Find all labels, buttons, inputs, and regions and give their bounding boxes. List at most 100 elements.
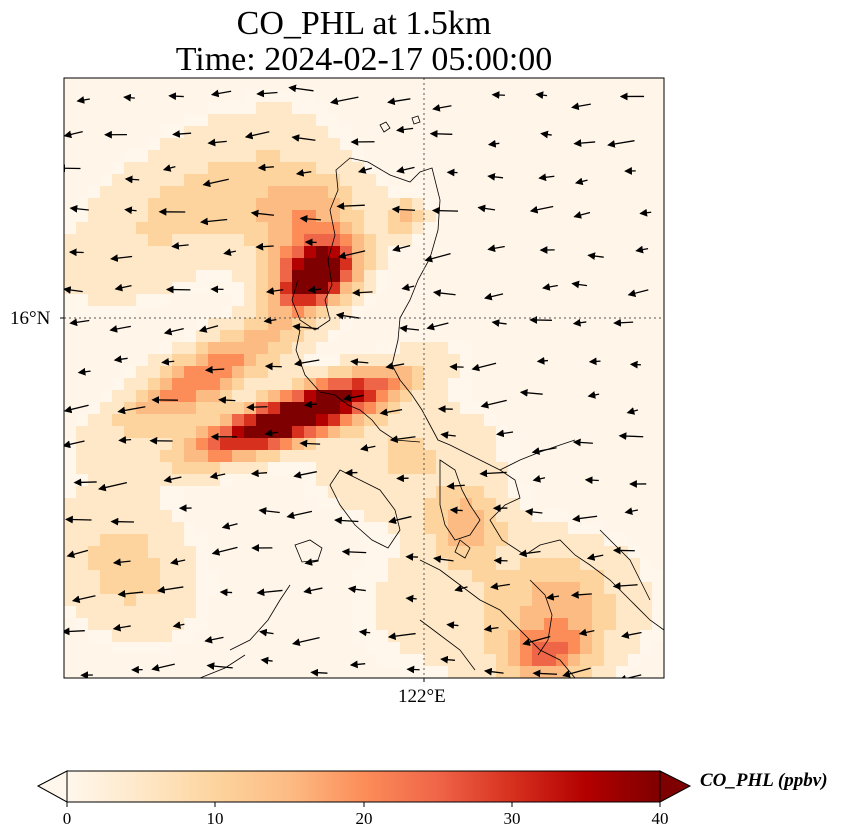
wind-arrow: [256, 588, 283, 597]
wind-arrow: [304, 558, 319, 566]
concentration-cell: [64, 582, 76, 594]
concentration-cell: [124, 510, 136, 522]
wind-arrow: [64, 130, 83, 139]
concentration-cell: [592, 570, 604, 582]
concentration-cell: [532, 666, 544, 678]
concentration-cell: [388, 618, 400, 630]
concentration-cell: [448, 534, 460, 546]
concentration-cell: [412, 654, 424, 666]
concentration-cell: [580, 606, 592, 618]
concentration-cell: [280, 186, 292, 198]
concentration-cell: [64, 258, 76, 270]
concentration-cell: [244, 318, 256, 330]
concentration-cell: [472, 414, 484, 426]
concentration-cell: [340, 210, 352, 222]
concentration-cell: [376, 414, 388, 426]
concentration-cell: [328, 258, 340, 270]
concentration-cell: [256, 90, 268, 102]
concentration-cell: [448, 366, 460, 378]
concentration-cell: [184, 414, 196, 426]
concentration-cell: [112, 306, 124, 318]
concentration-cell: [460, 618, 472, 630]
wind-arrow: [210, 89, 232, 98]
concentration-cell: [184, 594, 196, 606]
concentration-cell: [496, 618, 508, 630]
concentration-cell: [256, 402, 268, 414]
concentration-cell: [328, 318, 340, 330]
concentration-cell: [364, 510, 376, 522]
concentration-cell: [436, 510, 448, 522]
concentration-cell: [364, 282, 376, 294]
concentration-cell: [208, 174, 220, 186]
concentration-cell: [304, 318, 316, 330]
concentration-cell: [124, 594, 136, 606]
concentration-cell: [280, 222, 292, 234]
concentration-cell: [112, 162, 124, 174]
concentration-cell: [568, 534, 580, 546]
concentration-cell: [124, 162, 136, 174]
concentration-cell: [100, 222, 112, 234]
wind-arrow: [477, 204, 496, 213]
concentration-cell: [160, 570, 172, 582]
concentration-cell: [316, 102, 328, 114]
concentration-cell: [76, 306, 88, 318]
concentration-cell: [196, 258, 208, 270]
concentration-cell: [628, 618, 640, 630]
concentration-cell: [184, 246, 196, 258]
concentration-cell: [328, 162, 340, 174]
concentration-cell: [436, 402, 448, 414]
wind-arrow: [536, 356, 549, 365]
wind-arrow: [265, 287, 284, 295]
concentration-cell: [484, 522, 496, 534]
wind-arrow: [161, 357, 175, 366]
concentration-cell: [220, 198, 232, 210]
concentration-cell: [592, 594, 604, 606]
wind-arrow: [113, 355, 128, 364]
concentration-cell: [484, 654, 496, 666]
concentration-cell: [196, 150, 208, 162]
wind-arrow: [69, 318, 90, 327]
concentration-cell: [508, 462, 520, 474]
wind-arrow: [64, 286, 83, 294]
concentration-cell: [412, 594, 424, 606]
concentration-cell: [352, 174, 364, 186]
wind-arrow: [357, 166, 372, 174]
concentration-cell: [220, 366, 232, 378]
concentration-cell: [148, 486, 160, 498]
concentration-cell: [268, 150, 280, 162]
wind-arrow: [170, 557, 186, 566]
concentration-cell: [352, 414, 364, 426]
concentration-cell: [124, 462, 136, 474]
wind-arrow: [351, 288, 373, 297]
concentration-cell: [460, 390, 472, 402]
concentration-cell: [280, 318, 292, 330]
concentration-cell: [412, 198, 424, 210]
concentration-cell: [388, 450, 400, 462]
concentration-cell: [100, 270, 112, 282]
colorbar-tick-40: 40: [651, 809, 669, 828]
concentration-cell: [352, 210, 364, 222]
concentration-cell: [400, 342, 412, 354]
concentration-cell: [472, 450, 484, 462]
concentration-cell: [448, 570, 460, 582]
concentration-cell: [148, 174, 160, 186]
concentration-cell: [232, 282, 244, 294]
concentration-cell: [304, 294, 316, 306]
concentration-cell: [112, 642, 124, 654]
concentration-cell: [88, 186, 100, 198]
concentration-cell: [544, 570, 556, 582]
concentration-cell: [184, 450, 196, 462]
concentration-cell: [232, 306, 244, 318]
concentration-cell: [508, 546, 520, 558]
concentration-cell: [124, 150, 136, 162]
wind-arrow: [260, 656, 273, 665]
concentration-cell: [208, 198, 220, 210]
concentration-cell: [172, 378, 184, 390]
concentration-cell: [496, 594, 508, 606]
concentration-cell: [340, 138, 352, 150]
colorbar-tick-20: 20: [355, 809, 373, 828]
wind-arrow: [350, 358, 369, 366]
concentration-cell: [160, 582, 172, 594]
concentration-cell: [244, 294, 256, 306]
wind-arrow: [64, 440, 85, 449]
